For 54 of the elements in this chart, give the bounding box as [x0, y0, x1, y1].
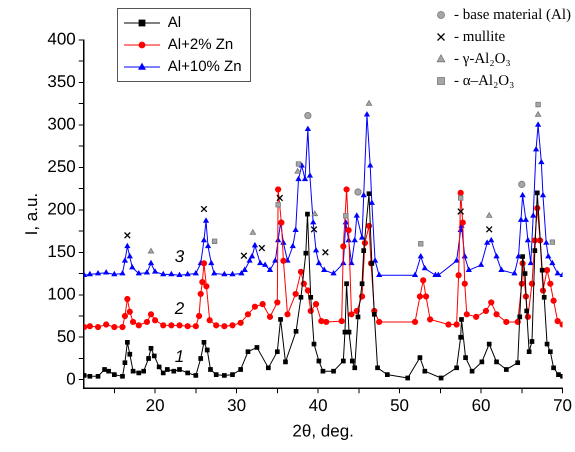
point [296, 161, 302, 167]
point [486, 226, 493, 233]
annotation: 3 [174, 246, 185, 266]
y-tick-label: 400 [47, 30, 76, 49]
y-tick-label: 150 [47, 242, 76, 262]
x-tick-label: 60 [472, 396, 491, 416]
legend-label: Al+10% Zn [168, 57, 242, 77]
y-tick-label: 250 [47, 157, 76, 176]
point [258, 244, 266, 252]
point [322, 248, 329, 256]
y-tick-label: 50 [56, 326, 76, 346]
point [212, 238, 218, 244]
point [250, 229, 256, 235]
point [310, 226, 318, 233]
point [518, 180, 526, 188]
point [312, 210, 318, 216]
point [458, 195, 464, 201]
annotation: 1 [174, 347, 184, 366]
point [486, 212, 492, 218]
x-tick-label: 50 [390, 396, 410, 416]
y-tick-label: 100 [47, 284, 76, 304]
y-tick-label: 350 [47, 72, 76, 92]
x-tick-label: 40 [308, 396, 328, 416]
legend-label: - α–Al₂O₃ [454, 72, 514, 91]
point [276, 194, 284, 202]
y-tick-label: 200 [47, 200, 76, 219]
legend-label: Al+2% Zn [168, 35, 234, 55]
point [550, 239, 556, 245]
legend-label: Al [168, 13, 182, 33]
point [240, 252, 248, 260]
point [304, 112, 312, 120]
point [124, 232, 131, 239]
legend-label: - γ-Al₂O₃ [454, 50, 511, 69]
legend-label: - mullite [454, 28, 506, 47]
annotation: 2 [174, 298, 185, 318]
point [343, 213, 348, 218]
y-axis-title: I, a.u. [22, 192, 41, 236]
point [148, 248, 154, 254]
x-axis-title: 2θ, deg. [292, 421, 354, 440]
point [535, 102, 541, 108]
y-tick-label: 0 [66, 369, 76, 388]
x-tick-label: 20 [146, 396, 165, 416]
point [354, 188, 362, 196]
point [534, 111, 542, 117]
point [457, 208, 464, 216]
point [294, 168, 301, 174]
legend-label: - base material (Al) [454, 6, 571, 25]
point [200, 206, 208, 212]
x-tick-label: 70 [553, 396, 572, 416]
point [275, 202, 281, 208]
y-tick-label: 300 [47, 114, 76, 134]
point [418, 241, 424, 246]
x-tick-label: 30 [227, 396, 246, 416]
point [366, 100, 372, 106]
